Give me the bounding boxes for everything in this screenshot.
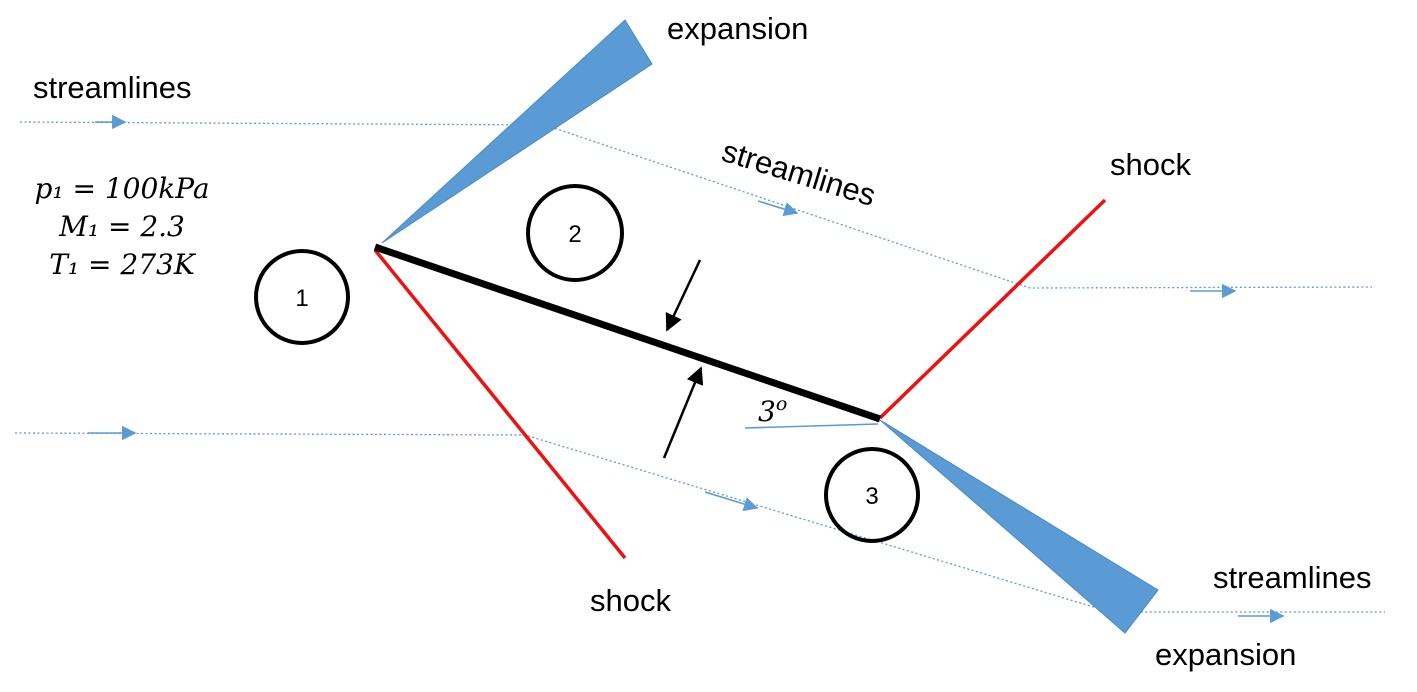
- expansion-fan-lower: [879, 419, 1159, 634]
- label-streamlines-middle: streamlines: [718, 133, 880, 213]
- streamline-upper-path: [19, 121, 1373, 289]
- condition-pressure: p₁ = 100kPa: [34, 172, 209, 205]
- label-expansion-bottom: expansion: [1155, 637, 1296, 672]
- region-3-circle: [824, 447, 920, 543]
- freestream-conditions: p₁ = 100kPa M₁ = 2.3 T₁ = 273K: [34, 172, 209, 281]
- shock-lower: [373, 248, 627, 560]
- pointer-arrow-top: [665, 259, 702, 332]
- region-1-label: 1: [295, 285, 308, 312]
- label-streamlines-top-left: streamlines: [33, 70, 192, 105]
- flat-plate: [373, 243, 882, 423]
- angle-reference-line: [744, 423, 879, 429]
- streamlines-lower: [14, 425, 1385, 624]
- region-1-circle: [254, 249, 350, 345]
- streamline-lower-path: [14, 432, 1385, 613]
- label-shock-top: shock: [1110, 147, 1191, 182]
- label-angle-value: 3: [758, 395, 776, 428]
- region-2-label: 2: [568, 221, 581, 248]
- label-shock-bottom: shock: [590, 583, 671, 618]
- streamline-upper-arrow-2: [757, 200, 799, 217]
- region-3: 3: [824, 447, 920, 543]
- region-2-circle: [526, 184, 624, 282]
- condition-temperature: T₁ = 273K: [49, 248, 197, 281]
- label-angle: 3o: [758, 393, 787, 428]
- condition-mach: M₁ = 2.3: [58, 210, 185, 243]
- shock-upper: [878, 198, 1107, 420]
- region-3-label: 3: [865, 483, 878, 510]
- streamlines-upper: [19, 114, 1373, 299]
- expansion-fan-upper: [381, 19, 653, 244]
- pointer-arrow-bottom: [662, 366, 704, 459]
- region-2: 2: [526, 184, 624, 282]
- label-angle-superscript: o: [776, 393, 787, 415]
- label-streamlines-bottom-right: streamlines: [1213, 560, 1372, 595]
- label-expansion-top: expansion: [667, 11, 808, 46]
- region-1: 1: [254, 249, 350, 345]
- streamline-lower-arrow-2: [704, 491, 759, 512]
